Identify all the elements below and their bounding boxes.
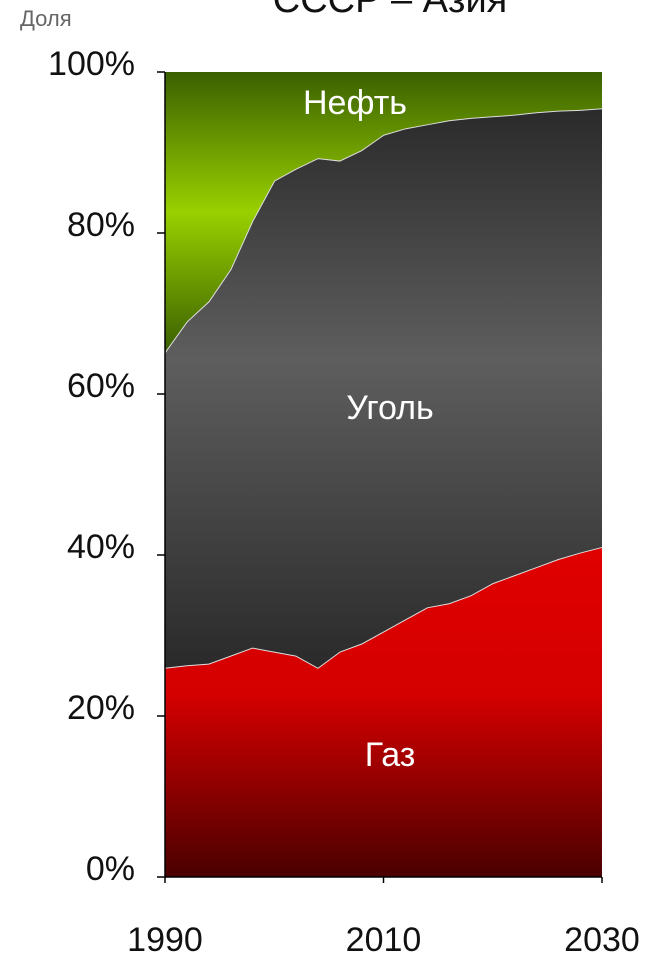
y-tick-label: 20% xyxy=(67,689,135,727)
x-tick-label: 2030 xyxy=(564,921,640,959)
area xyxy=(165,108,602,668)
area xyxy=(165,546,602,877)
x-tick-label: 1990 xyxy=(127,921,203,959)
chart-title: СССР – Азия xyxy=(273,0,508,21)
series-label: Нефть xyxy=(303,84,407,122)
y-tick-label: 40% xyxy=(67,528,135,566)
y-axis-label: Доля xyxy=(20,6,72,31)
y-tick-label: 0% xyxy=(86,850,135,888)
y-tick-label: 80% xyxy=(67,206,135,244)
series-label: Газ xyxy=(365,736,416,774)
series-label: Уголь xyxy=(346,389,433,427)
y-tick-label: 60% xyxy=(67,367,135,405)
y-tick-label: 100% xyxy=(48,45,135,83)
area xyxy=(165,72,602,353)
x-tick-label: 2010 xyxy=(346,921,422,959)
